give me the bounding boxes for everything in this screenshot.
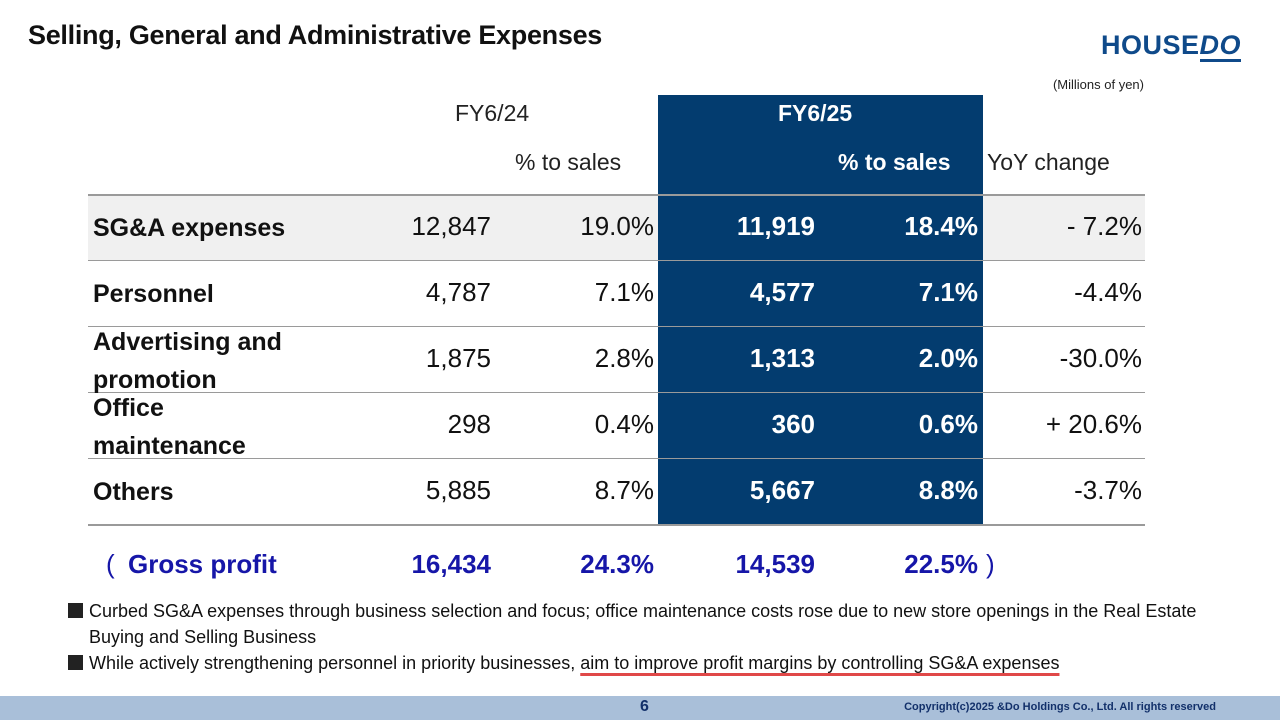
note-item: Curbed SG&A expenses through business se… [68,598,1228,650]
note-text-underlined: aim to improve profit margins by control… [580,653,1060,673]
page-number: 6 [640,698,649,715]
row-label-line1: Advertising and [93,328,282,356]
header-fy-curr: FY6/25 [778,100,853,126]
cell-prev: 12,847 [411,211,491,241]
cell-curr-pct: 2.0% [918,343,978,373]
row-label-line1: Office [93,394,164,422]
cell-yoy: -30.0% [1059,343,1142,373]
cell-curr-pct: 18.4% [904,211,978,241]
header-yoy: YoY change [987,149,1110,175]
note-item: While actively strengthening personnel i… [68,650,1228,676]
cell-curr-pct: 0.6% [918,409,978,439]
square-bullet-icon [68,655,83,670]
gross-profit-label: Gross profit [128,549,277,579]
copyright: Copyright(c)2025 &Do Holdings Co., Ltd. … [904,701,1216,713]
header-pct-curr: % to sales [838,149,951,175]
cell-curr: 1,313 [749,343,815,373]
note-text: Curbed SG&A expenses through business se… [89,601,1197,647]
cell-prev-pct: 2.8% [594,343,654,373]
header-fy-prev: FY6/24 [455,100,530,126]
row-label: SG&A expenses [93,214,286,242]
cell-curr-pct: 8.8% [918,475,978,505]
note-text: While actively strengthening personnel i… [89,650,1228,676]
row-label: Others [93,478,174,506]
notes-list: Curbed SG&A expenses through business se… [68,598,1228,676]
cell-prev: 4,787 [425,277,491,307]
units-note: (Millions of yen) [1052,77,1144,92]
cell-curr: 360 [771,409,815,439]
cell-curr: 4,577 [749,277,815,307]
logo-house: HOUSE [1101,30,1200,60]
table-divider [88,260,1145,261]
table-divider [88,326,1145,327]
cell-prev-pct: 19.0% [580,211,654,241]
cell-prev: 5,885 [425,475,491,505]
fy25-highlight-overlay [658,195,983,260]
cell-prev: 298 [447,409,491,439]
square-bullet-icon [68,603,83,618]
footer-bar: 6 Copyright(c)2025 &Do Holdings Co., Ltd… [0,696,1280,720]
gross-profit-open-paren: ( [106,549,115,579]
table-divider [88,194,1145,196]
row-label-line2: maintenance [93,432,246,460]
cell-prev-pct: 0.4% [594,409,654,439]
row-label-line2: promotion [93,366,217,394]
gross-profit-curr: 14,539 [735,549,815,579]
fy25-highlight-column [658,95,983,524]
table-divider [88,458,1145,459]
note-text-plain: While actively strengthening personnel i… [89,653,581,673]
header-pct-prev: % to sales [515,149,622,175]
cell-prev-pct: 7.1% [594,277,654,307]
cell-curr: 11,919 [736,211,815,241]
gross-profit-prev-pct: 24.3% [580,549,654,579]
cell-curr: 5,667 [749,475,815,505]
gross-profit-prev: 16,434 [411,549,491,579]
logo-do: DO [1199,30,1242,62]
housedo-logo: HOUSEDO [1101,30,1242,62]
cell-yoy: + 20.6% [1045,409,1142,439]
cell-yoy: - 7.2% [1066,211,1142,241]
gross-profit-curr-pct: 22.5% [904,549,978,579]
gross-profit-close-paren: ) [986,549,995,579]
cell-yoy: -4.4% [1074,277,1142,307]
table-divider [88,392,1145,393]
slide-title: Selling, General and Administrative Expe… [28,20,602,50]
row-label: Personnel [93,280,214,308]
cell-yoy: -3.7% [1074,475,1142,505]
cell-prev-pct: 8.7% [594,475,654,505]
table-divider [88,524,1145,526]
cell-curr-pct: 7.1% [918,277,978,307]
cell-prev: 1,875 [425,343,491,373]
